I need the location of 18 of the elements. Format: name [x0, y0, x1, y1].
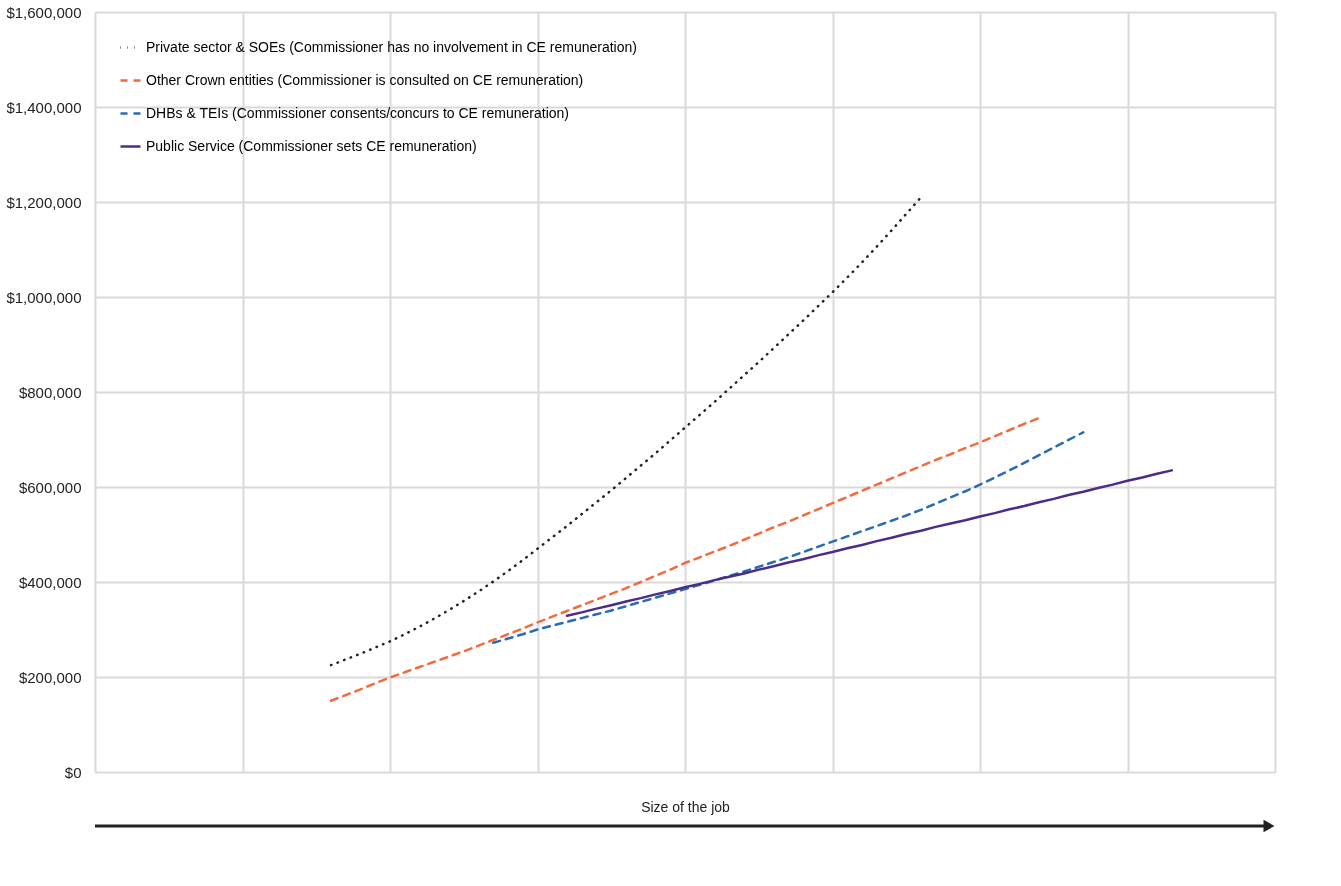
y-tick-label: $1,200,000 [6, 193, 82, 211]
line-series [329, 416, 1041, 702]
y-tick-label: $1,000,000 [6, 288, 82, 306]
legend-label: DHBs & TEIs (Commissioner consents/concurs to CE remuneration) [146, 104, 569, 121]
legend-label: Public Service (Commissioner sets CE remuneration) [146, 137, 477, 154]
line-series [565, 469, 1173, 617]
y-tick-label: $600,000 [18, 478, 82, 496]
line-series [329, 196, 923, 667]
line-series [492, 431, 1085, 645]
legend-label: Other Crown entities (Commissioner is consulted on CE remuneration) [146, 71, 584, 88]
y-tick-label: $400,000 [18, 573, 82, 591]
y-tick-label: $800,000 [18, 383, 82, 401]
legend-label: Private sector & SOEs (Commissioner has no involvement in CE remuneration) [146, 38, 637, 55]
y-tick-label: $0 [64, 763, 82, 781]
y-tick-label: $200,000 [18, 668, 82, 686]
y-tick-label: $1,400,000 [6, 98, 82, 116]
x-axis-title: Size of the job [641, 798, 731, 815]
y-tick-label: $1,600,000 [6, 3, 82, 21]
